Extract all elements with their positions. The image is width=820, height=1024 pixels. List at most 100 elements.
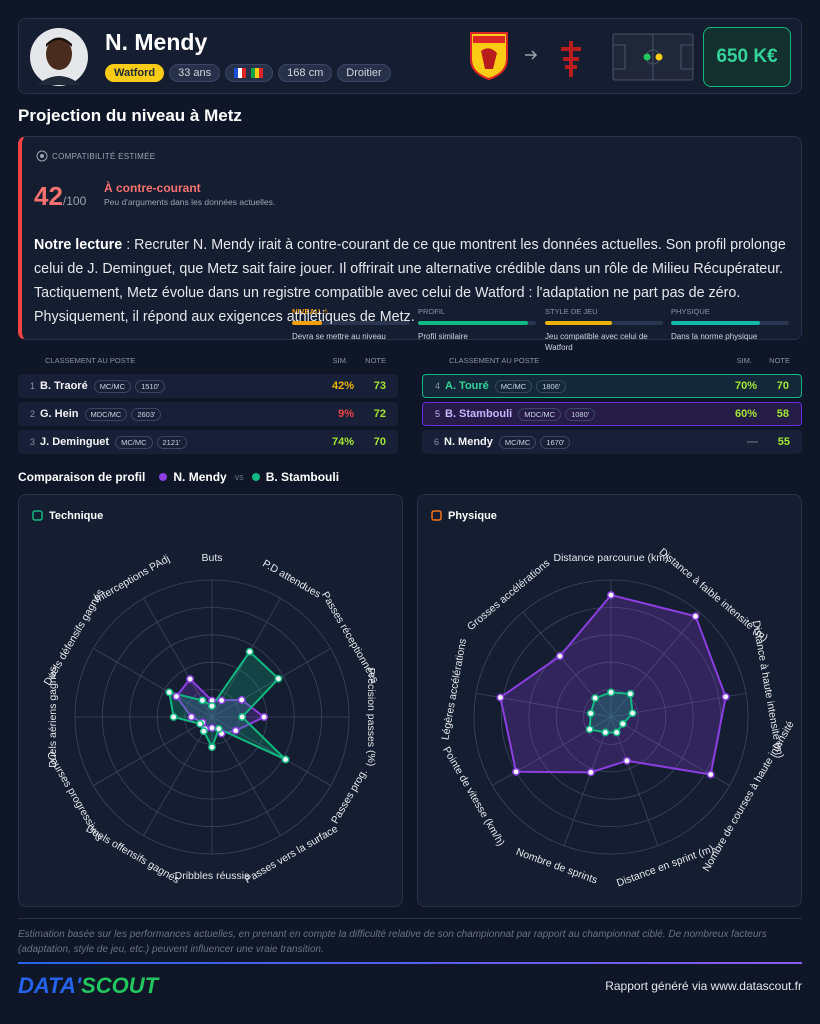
series-point [187, 713, 196, 721]
series-point [165, 688, 174, 697]
criterion-note: Dans la norme physique [671, 332, 758, 341]
table-head: CLASSEMENT AU POSTE SIM. NOTE [422, 352, 802, 374]
rank: 2 [29, 409, 35, 419]
series-point [512, 767, 521, 776]
age-chip: 33 ans [169, 64, 221, 82]
rank: 4 [434, 381, 440, 391]
axis-label: P.D attendues [260, 558, 322, 601]
player-name: N. Mendy [444, 436, 493, 448]
position-chip: MC/MC [494, 379, 533, 393]
verdict: À contre-courant [104, 181, 201, 195]
player-name: N. Mendy [105, 29, 208, 55]
series-point [196, 719, 205, 728]
section-title: Projection du niveau à Metz [18, 106, 242, 125]
criterion-label: NIVEAU ⚠ [292, 307, 330, 316]
transfer-arrow [525, 50, 538, 60]
axis-spoke [211, 648, 331, 718]
series-point [618, 719, 627, 728]
logo-right: SCOUT [81, 973, 159, 998]
logo-left: DATA' [18, 973, 82, 998]
player-name: J. Deminguet [40, 436, 110, 448]
minutes-chip: 1806' [536, 379, 567, 393]
col-sim: SIM. [332, 356, 348, 365]
series-point [199, 727, 208, 736]
criterion-label: PHYSIQUE [671, 307, 710, 316]
ranking-row: 2 G. Hein MDC/MC 2603' 9% 72 [18, 402, 398, 426]
metz-logo [561, 41, 581, 77]
score-value: 42 [34, 181, 63, 211]
col-title: CLASSEMENT AU POSTE [449, 356, 540, 365]
similarity: 70% [734, 380, 757, 392]
flags-chip [225, 64, 274, 82]
axis-spoke [211, 716, 331, 786]
series-point [186, 675, 195, 683]
reading-text: : Recruter N. Mendy irait à contre-coura… [34, 237, 786, 325]
position-chip: MDC/MC [518, 407, 562, 421]
series-point [721, 692, 730, 701]
col-sim: SIM. [736, 356, 752, 365]
axis-label: Pointe de vitesse (km/h) [440, 745, 507, 849]
ranking-row: 1 B. Traoré MC/MC 1510' 42% 73 [18, 374, 398, 398]
series-point [245, 647, 254, 656]
criterion-track [671, 321, 789, 325]
comparison-title: Comparaison de profil [18, 470, 146, 484]
player-photo [30, 28, 88, 86]
similarity: 42% [331, 380, 354, 392]
series-point [585, 725, 594, 734]
rank: 1 [29, 381, 35, 391]
series-point [237, 695, 246, 704]
series-point [208, 724, 216, 732]
series-point [274, 674, 283, 683]
flags [234, 68, 264, 78]
height-chip: 168 cm [278, 64, 333, 82]
legend-entry: B. Stambouli [265, 470, 340, 484]
axis-label: Distance parcourue (km) [554, 552, 669, 564]
compat-card: COMPATIBILITÉ ESTIMÉE 42 /100 À contre-c… [18, 136, 802, 352]
reading: Notre lecture : Recruter N. Mendy irait … [34, 233, 794, 329]
criterion-track [292, 321, 410, 325]
similarity: 74% [331, 436, 354, 448]
series-point [586, 709, 595, 718]
radar-panel: Technique Buts P.D attendues Passes récepti… [18, 494, 403, 907]
criterion-label: STYLE DE JEU [545, 307, 598, 316]
minutes-chip: 1510' [135, 379, 166, 393]
criterion-note: Profil similaire [418, 332, 468, 341]
series-area [499, 593, 727, 776]
series-point [628, 709, 637, 718]
series-point [169, 713, 178, 721]
table-head: CLASSEMENT AU POSTE SIM. NOTE [18, 352, 398, 374]
ranking-table: CLASSEMENT AU POSTE SIM. NOTE 1 B. Traoré MC/… [18, 352, 398, 458]
verdict-note: Peu d'arguments dans les données actuell… [104, 197, 276, 207]
similarity: 9% [338, 408, 354, 420]
series-point [217, 696, 226, 705]
series-point [172, 692, 181, 701]
ranking-row: 6 N. Mendy MC/MC 1670' — 55 [422, 430, 802, 454]
ranking-row: 5 B. Stambouli MDC/MC 1080' 60% 58 [422, 402, 802, 426]
compat-label: COMPATIBILITÉ ESTIMÉE [52, 152, 156, 161]
axis-spoke [610, 611, 700, 718]
axis-spoke [563, 716, 612, 846]
note: 70 [776, 380, 789, 392]
criterion: PROFIL Profil similaire [418, 307, 536, 342]
note: 72 [373, 408, 386, 420]
criterion-note: Devra se mettre au niveau [292, 332, 386, 341]
note: 70 [373, 436, 386, 448]
title-icon [431, 510, 442, 521]
club-chip: Watford [105, 64, 165, 82]
axis-label: Duels aériens gagnés [47, 666, 59, 768]
score-max: /100 [62, 194, 87, 208]
criterion-label: PROFIL [418, 307, 446, 316]
axis-label: Légères accélérations [439, 638, 469, 741]
col-title: CLASSEMENT AU POSTE [45, 356, 136, 365]
criterion: NIVEAU ⚠ Devra se mettre au niveau [292, 307, 410, 342]
radar-title: Technique [49, 510, 103, 522]
axis-label: Buts [201, 552, 222, 564]
player-chips: Watford 33 ans 168 cm Droitier [105, 64, 396, 82]
rank: 5 [434, 409, 440, 419]
minutes-chip: 2603' [131, 407, 162, 421]
series-point [496, 693, 505, 702]
ranking-row: 4 A. Touré MC/MC 1806' 70% 70 [422, 374, 802, 398]
